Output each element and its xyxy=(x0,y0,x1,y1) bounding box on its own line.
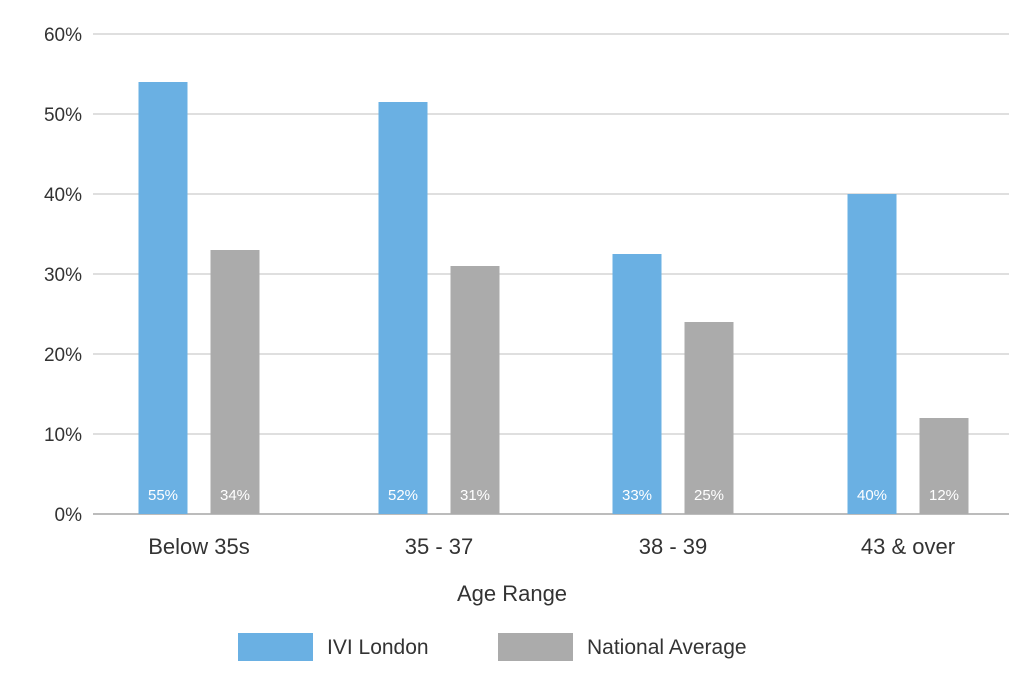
x-tick-label: Below 35s xyxy=(148,534,250,559)
legend-label: National Average xyxy=(587,636,747,659)
data-label: 40% xyxy=(857,487,887,504)
legend: IVI London National Average xyxy=(238,633,747,661)
bar-ivi-london-1 xyxy=(378,102,428,514)
data-label: 31% xyxy=(460,487,490,504)
bar-national-average-3 xyxy=(919,418,969,514)
data-label: 55% xyxy=(148,487,178,504)
bar-ivi-london-0 xyxy=(138,82,188,514)
y-tick-label: 40% xyxy=(44,185,82,206)
bar-national-average-1 xyxy=(450,266,500,514)
y-tick-label: 50% xyxy=(44,105,82,126)
data-label: 33% xyxy=(622,487,652,504)
data-label: 52% xyxy=(388,487,418,504)
x-tick-label: 43 & over xyxy=(861,534,955,559)
data-label: 12% xyxy=(929,487,959,504)
y-axis-ticks: 0% 10% 20% 30% 40% 50% 60% xyxy=(44,25,82,526)
y-tick-label: 20% xyxy=(44,345,82,366)
bars: 55% 52% 33% 40% 34% 31% 25% 12% xyxy=(138,82,969,514)
x-axis-ticks: Below 35s 35 - 37 38 - 39 43 & over xyxy=(148,534,955,559)
y-tick-label: 30% xyxy=(44,265,82,286)
y-tick-label: 10% xyxy=(44,425,82,446)
x-tick-label: 35 - 37 xyxy=(405,534,474,559)
legend-swatch-national-average xyxy=(498,633,573,661)
bar-national-average-0 xyxy=(210,250,260,514)
bar-national-average-2 xyxy=(684,322,734,514)
x-axis-label: Age Range xyxy=(457,581,567,606)
bar-ivi-london-3 xyxy=(847,194,897,514)
data-label: 25% xyxy=(694,487,724,504)
x-tick-label: 38 - 39 xyxy=(639,534,708,559)
bar-ivi-london-2 xyxy=(612,254,662,514)
y-tick-label: 60% xyxy=(44,25,82,46)
legend-label: IVI London xyxy=(327,636,429,659)
y-tick-label: 0% xyxy=(55,505,83,526)
data-label: 34% xyxy=(220,487,250,504)
legend-swatch-ivi-london xyxy=(238,633,313,661)
